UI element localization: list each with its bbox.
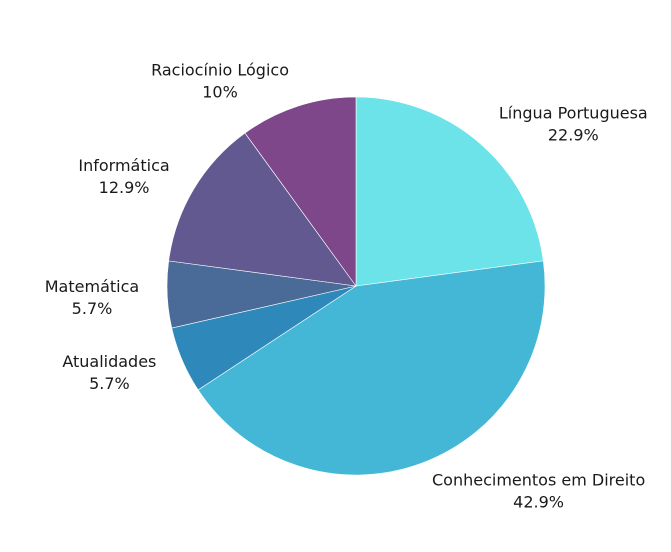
slice-percent-label: 42.9% bbox=[513, 492, 564, 511]
slice-label-group: Atualidades 5.7% bbox=[62, 352, 156, 393]
slice-percent-label: 5.7% bbox=[89, 374, 130, 393]
slice-label-group: Conhecimentos em Direito 42.9% bbox=[432, 470, 645, 511]
slice-category-label: Raciocínio Lógico bbox=[151, 61, 289, 80]
pie-slice bbox=[168, 132, 357, 287]
labels-layer: Língua Portuguesa 22.9% Conhecimentos em D… bbox=[45, 61, 648, 512]
slices-layer bbox=[166, 96, 546, 476]
slice-category-label: Informática bbox=[78, 156, 169, 175]
pie-slice bbox=[244, 96, 357, 287]
slice-category-label: Língua Portuguesa bbox=[499, 104, 648, 123]
slice-percent-label: 10% bbox=[202, 83, 238, 102]
slice-category-label: Matemática bbox=[45, 277, 139, 296]
slice-label-group: Informática 12.9% bbox=[78, 156, 169, 197]
slice-label-group: Língua Portuguesa 22.9% bbox=[499, 104, 648, 145]
slice-label-group: Matemática 5.7% bbox=[45, 277, 139, 318]
slice-percent-label: 12.9% bbox=[99, 178, 150, 197]
slice-category-label: Conhecimentos em Direito bbox=[432, 470, 645, 489]
pie-slice bbox=[197, 260, 546, 476]
slice-percent-label: 5.7% bbox=[72, 299, 113, 318]
pie-slice bbox=[355, 96, 544, 287]
slice-category-label: Atualidades bbox=[62, 352, 156, 371]
slice-label-group: Raciocínio Lógico 10% bbox=[151, 61, 289, 102]
slice-percent-label: 22.9% bbox=[548, 126, 599, 145]
